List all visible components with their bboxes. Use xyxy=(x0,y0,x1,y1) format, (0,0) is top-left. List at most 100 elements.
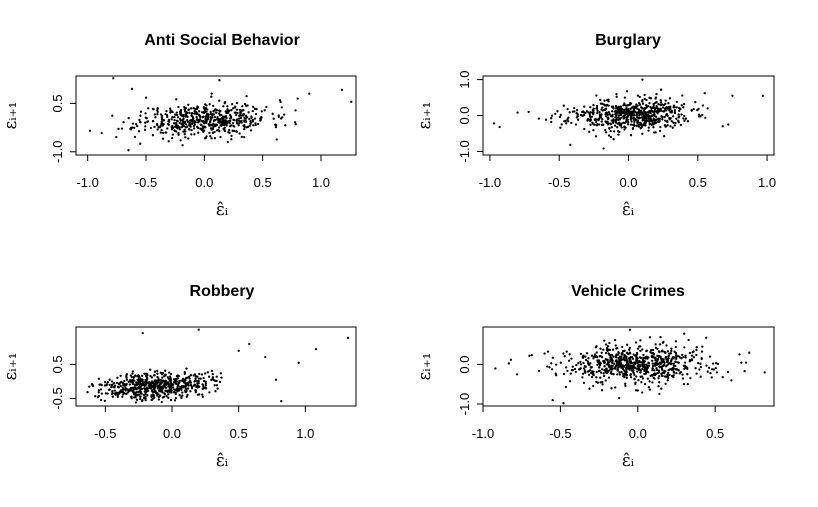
data-point xyxy=(527,110,530,114)
data-point xyxy=(121,395,124,398)
data-point xyxy=(635,351,639,355)
data-point xyxy=(140,374,144,377)
data-point xyxy=(667,362,670,365)
data-point xyxy=(112,382,116,385)
data-point xyxy=(623,96,627,99)
data-point xyxy=(586,119,589,122)
data-point xyxy=(611,361,614,364)
data-point xyxy=(573,367,577,371)
data-point xyxy=(660,387,663,390)
data-point xyxy=(668,118,671,121)
data-point xyxy=(146,389,149,392)
data-point xyxy=(103,399,107,403)
data-point xyxy=(248,342,251,346)
x-tick-label: -0.5 xyxy=(548,175,570,190)
data-point xyxy=(111,114,114,117)
data-point xyxy=(673,105,676,109)
data-point xyxy=(559,113,562,117)
data-point xyxy=(240,121,243,124)
data-point xyxy=(638,359,641,363)
data-point xyxy=(188,375,191,378)
data-point xyxy=(595,380,598,384)
data-point xyxy=(604,115,608,118)
data-point xyxy=(614,386,617,389)
data-point xyxy=(678,107,681,110)
data-point xyxy=(186,115,189,119)
data-point xyxy=(151,120,155,123)
data-point xyxy=(607,369,610,372)
data-point xyxy=(647,126,650,129)
data-point xyxy=(701,113,704,117)
data-point xyxy=(153,370,157,373)
data-point xyxy=(150,390,154,393)
data-point xyxy=(235,119,238,123)
data-point xyxy=(183,370,186,374)
data-point xyxy=(650,349,653,352)
data-point xyxy=(628,348,631,351)
data-point xyxy=(195,115,198,119)
data-point xyxy=(658,365,661,368)
data-point xyxy=(614,360,617,363)
data-point xyxy=(537,369,541,373)
data-point xyxy=(229,116,233,119)
data-point xyxy=(633,361,636,364)
data-point xyxy=(216,117,220,121)
data-point xyxy=(576,118,580,121)
data-point xyxy=(623,375,626,379)
data-point xyxy=(670,111,673,114)
data-point xyxy=(110,385,113,388)
data-point xyxy=(706,107,709,110)
data-point xyxy=(590,115,594,118)
data-point xyxy=(641,117,644,120)
data-point xyxy=(588,369,591,373)
data-point xyxy=(661,106,665,109)
data-point xyxy=(579,363,583,366)
data-point xyxy=(169,398,173,402)
data-point xyxy=(228,114,232,117)
data-point xyxy=(120,127,124,130)
data-point xyxy=(222,118,225,121)
data-point xyxy=(183,372,186,376)
data-point xyxy=(606,349,609,353)
data-point xyxy=(187,137,190,140)
data-point xyxy=(654,131,657,134)
data-point xyxy=(591,109,595,112)
data-point xyxy=(247,111,250,114)
data-point xyxy=(625,374,628,377)
data-point xyxy=(161,131,165,135)
data-point xyxy=(205,135,208,138)
data-point xyxy=(690,359,694,362)
data-point xyxy=(602,147,605,150)
data-point xyxy=(615,95,618,98)
data-point xyxy=(670,119,673,123)
data-point xyxy=(628,346,631,350)
y-axis-label: εᵢ₊₁ xyxy=(1,101,21,129)
data-point xyxy=(581,376,584,379)
data-point xyxy=(600,123,604,127)
data-point xyxy=(175,113,179,117)
data-point xyxy=(603,339,606,342)
data-point xyxy=(135,398,139,401)
data-point xyxy=(595,370,598,374)
data-point xyxy=(695,348,698,352)
data-point xyxy=(218,114,222,117)
data-point xyxy=(665,344,668,347)
data-point xyxy=(666,107,669,110)
data-point xyxy=(680,104,683,107)
data-point xyxy=(167,140,170,143)
data-point xyxy=(606,345,610,348)
data-point xyxy=(201,116,204,119)
data-point xyxy=(639,339,642,342)
data-point xyxy=(251,109,254,113)
data-point xyxy=(228,122,231,125)
data-point xyxy=(623,114,626,117)
data-point xyxy=(136,387,139,390)
data-point xyxy=(562,372,566,376)
data-point xyxy=(681,377,685,380)
data-point xyxy=(571,365,574,368)
data-point xyxy=(181,144,184,147)
data-point xyxy=(625,116,628,119)
data-point xyxy=(604,131,608,134)
data-point xyxy=(116,395,119,399)
data-point xyxy=(629,358,632,361)
